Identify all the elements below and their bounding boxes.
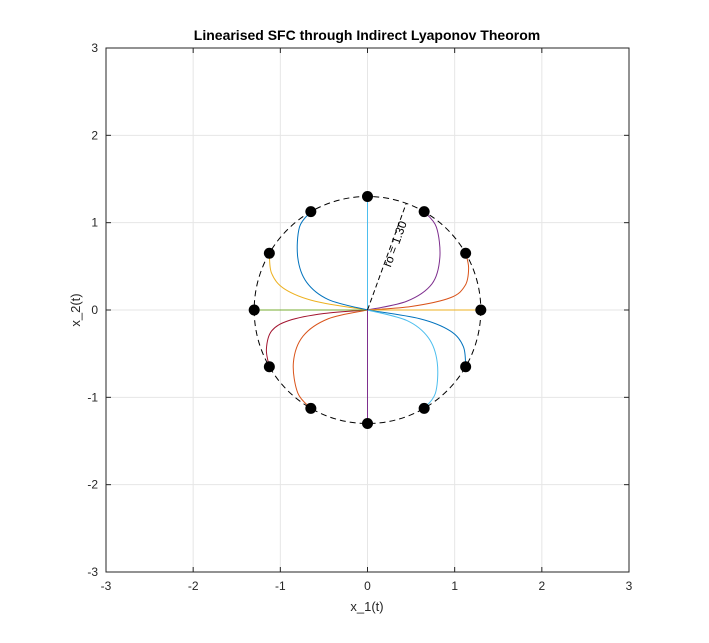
x-tick-label: 0: [364, 579, 371, 593]
x-tick-label: -1: [275, 579, 286, 593]
trajectory-line: [292, 309, 368, 409]
trajectory-line: [265, 309, 368, 367]
initial-point-marker: [418, 206, 430, 218]
initial-point-marker: [263, 247, 275, 259]
trajectory-line: [367, 309, 439, 409]
trajectory-layer: [254, 196, 481, 424]
x-tick-label: 3: [626, 579, 633, 593]
initial-points-layer: [248, 190, 487, 430]
trajectory-line: [367, 211, 441, 311]
trajectory-line: [296, 211, 368, 311]
y-tick-label: 1: [91, 216, 98, 230]
y-tick-label: 2: [91, 128, 98, 142]
y-tick-label: 3: [91, 41, 98, 55]
x-tick-label: -2: [188, 579, 199, 593]
x-tick-label: 2: [538, 579, 545, 593]
trajectory-line: [367, 309, 467, 367]
initial-point-marker: [305, 206, 317, 218]
initial-point-marker: [362, 190, 373, 202]
x-axis-label: x_1(t): [350, 599, 383, 614]
initial-point-marker: [248, 304, 260, 316]
y-tick-label: 0: [91, 303, 98, 317]
chart-title: Linearised SFC through Indirect Lyaponov…: [194, 27, 540, 43]
x-tick-label: -3: [101, 579, 112, 593]
y-tick-label: -2: [87, 478, 98, 492]
initial-point-marker: [475, 304, 487, 316]
y-axis-label: x_2(t): [68, 293, 83, 326]
initial-point-marker: [263, 361, 275, 373]
initial-point-marker: [418, 402, 430, 414]
trajectory-line: [268, 253, 368, 311]
y-tick-label: -3: [87, 565, 98, 579]
y-tick-label: -1: [87, 390, 98, 404]
trajectory-line: [367, 253, 470, 311]
axis-tick-labels: -3 -2 -1 0 1 2 3 -3 -2 -1 0 1 2 3: [87, 41, 632, 593]
radius-line: [367, 203, 407, 311]
initial-point-marker: [362, 418, 373, 430]
axis-ticks: [105, 47, 630, 573]
initial-point-marker: [305, 402, 317, 414]
x-tick-label: 1: [451, 579, 458, 593]
initial-point-marker: [460, 361, 472, 373]
initial-point-marker: [460, 247, 472, 259]
